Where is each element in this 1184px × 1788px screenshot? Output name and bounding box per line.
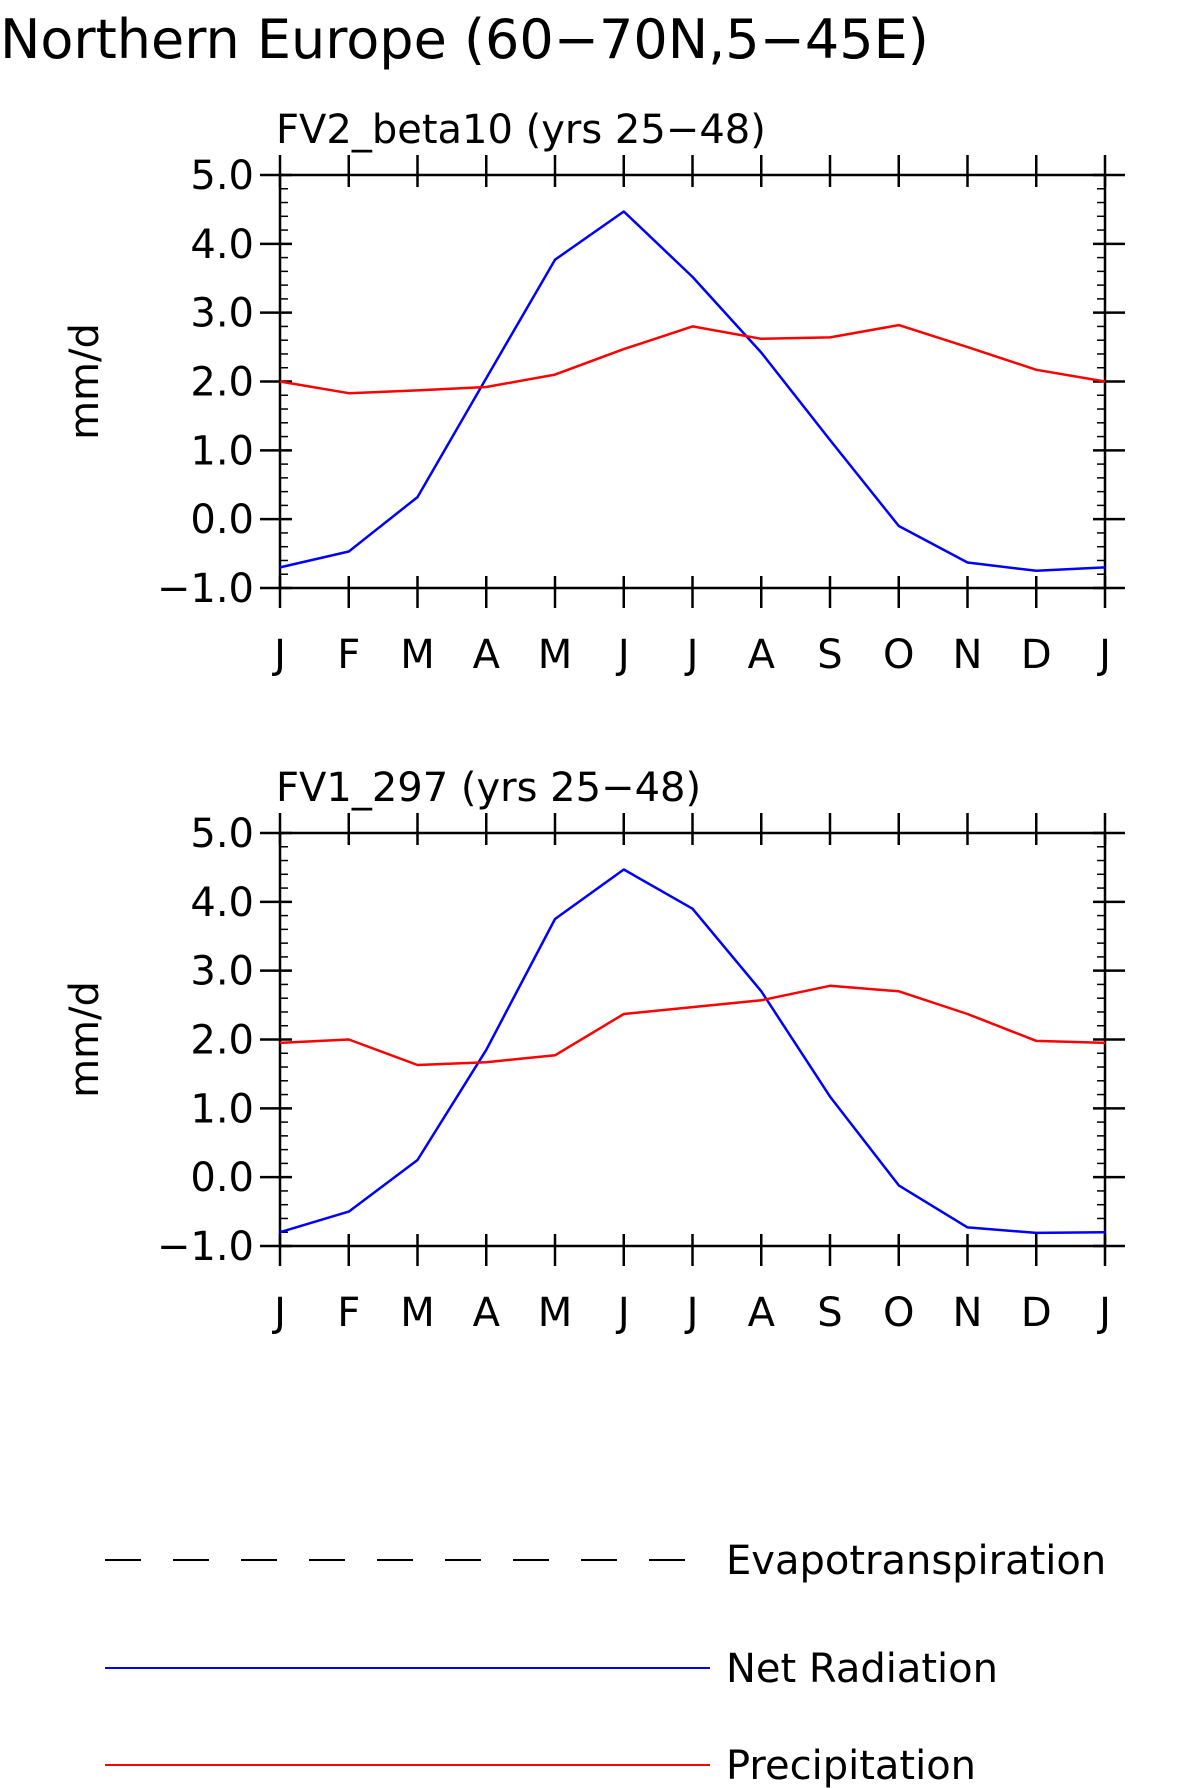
series-line-net-radiation bbox=[279, 868, 1106, 1235]
x-tick-label: J bbox=[271, 1290, 286, 1336]
y-tick-label: −1.0 bbox=[157, 566, 254, 612]
y-tick-label: 3.0 bbox=[190, 291, 254, 337]
y-tick-label: 1.0 bbox=[190, 428, 254, 474]
x-tick-label: J bbox=[1096, 632, 1111, 678]
legend-item-precipitation: Precipitation bbox=[105, 1743, 976, 1788]
plot-frame bbox=[278, 173, 1107, 590]
y-tick-label: −1.0 bbox=[157, 1224, 254, 1270]
x-tick-label: N bbox=[953, 1290, 983, 1336]
x-tick-label: M bbox=[400, 632, 435, 678]
series-line-precipitation bbox=[279, 323, 1106, 395]
x-tick-label: J bbox=[684, 632, 699, 678]
x-tick-label: O bbox=[883, 1290, 914, 1336]
x-tick-label: D bbox=[1021, 632, 1052, 678]
y-tick-label: 0.0 bbox=[190, 497, 254, 543]
plot-frame bbox=[278, 831, 1107, 1248]
x-tick-label: S bbox=[817, 1290, 842, 1336]
x-tick-label: J bbox=[615, 1290, 630, 1336]
x-tick-label: O bbox=[883, 632, 914, 678]
x-tick-label: A bbox=[473, 632, 501, 678]
y-tick-label: 2.0 bbox=[190, 360, 254, 406]
x-tick-label: S bbox=[817, 632, 842, 678]
legend-label: Net Radiation bbox=[726, 1646, 998, 1692]
chart-panel-1: FV2_beta10 (yrs 25−48) 5.0 4.0 3.0 2.0 1.0 0.0… bbox=[62, 107, 1125, 678]
y-axis-label: mm/d bbox=[62, 323, 108, 440]
legend-label: Precipitation bbox=[726, 1743, 976, 1788]
series-line-precipitation bbox=[279, 984, 1106, 1067]
legend-item-evapotranspiration: Evapotranspiration bbox=[105, 1538, 1106, 1584]
x-tick-label: J bbox=[1096, 1290, 1111, 1336]
panel-title: FV2_beta10 (yrs 25−48) bbox=[276, 107, 766, 153]
x-tick-label: M bbox=[538, 1290, 573, 1336]
y-tick-label: 0.0 bbox=[190, 1155, 254, 1201]
x-tick-label: J bbox=[684, 1290, 699, 1336]
y-tick-label: 1.0 bbox=[190, 1086, 254, 1132]
legend-item-net-radiation: Net Radiation bbox=[105, 1646, 998, 1692]
x-tick-label: M bbox=[538, 632, 573, 678]
legend-label: Evapotranspiration bbox=[726, 1538, 1106, 1584]
x-tick-label: F bbox=[337, 632, 360, 678]
panel-title: FV1_297 (yrs 25−48) bbox=[276, 765, 701, 811]
x-tick-label: D bbox=[1021, 1290, 1052, 1336]
x-tick-label: A bbox=[748, 632, 776, 678]
chart-panel-2: FV1_297 (yrs 25−48) 5.0 4.0 3.0 2.0 1.0 0.0 −1.… bbox=[62, 765, 1125, 1336]
x-tick-label: A bbox=[473, 1290, 501, 1336]
page-title: Northern Europe (60−70N,5−45E) bbox=[0, 8, 929, 71]
x-tick-label: F bbox=[337, 1290, 360, 1336]
y-tick-label: 4.0 bbox=[190, 222, 254, 268]
y-axis-label: mm/d bbox=[62, 981, 108, 1098]
x-tick-label: A bbox=[748, 1290, 776, 1336]
x-tick-label: J bbox=[615, 632, 630, 678]
y-tick-label: 5.0 bbox=[190, 153, 254, 199]
x-tick-label: M bbox=[400, 1290, 435, 1336]
series-line-net-radiation bbox=[279, 210, 1106, 573]
legend: Evapotranspiration Net Radiation Precipita… bbox=[105, 1538, 1106, 1788]
y-tick-label: 5.0 bbox=[190, 811, 254, 857]
y-tick-label: 3.0 bbox=[190, 949, 254, 995]
x-tick-label: J bbox=[271, 632, 286, 678]
y-tick-label: 2.0 bbox=[190, 1018, 254, 1064]
x-tick-label: N bbox=[953, 632, 983, 678]
y-tick-label: 4.0 bbox=[190, 880, 254, 926]
